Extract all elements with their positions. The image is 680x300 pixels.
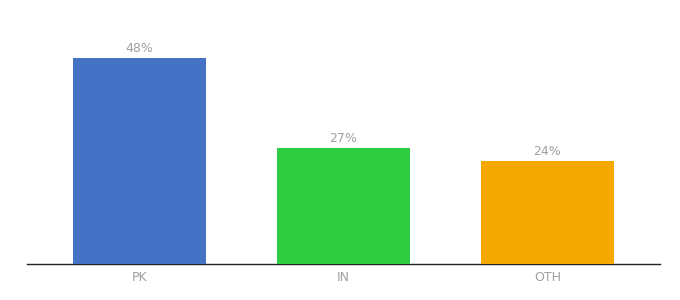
Text: 27%: 27% [330,132,357,145]
Text: 48%: 48% [126,42,153,55]
Bar [481,161,614,264]
Text: 24%: 24% [534,145,561,158]
Bar [73,58,206,264]
Bar [277,148,409,264]
